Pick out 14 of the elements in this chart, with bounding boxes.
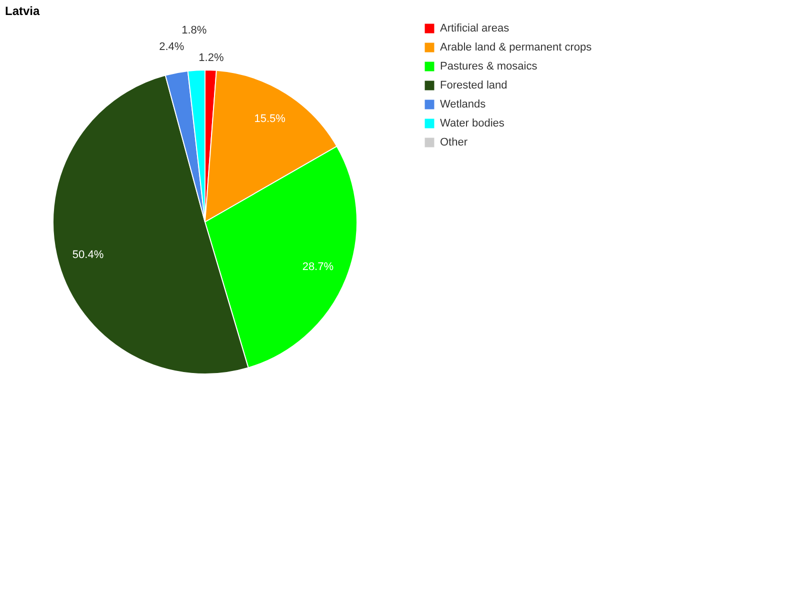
legend-label: Wetlands [440,98,486,110]
legend-label: Pastures & mosaics [440,60,538,72]
legend-label: Forested land [440,80,508,92]
legend-label: Water bodies [440,118,505,130]
legend-label: Arable land & permanent crops [440,42,592,54]
data-label: 1.8% [182,24,207,36]
data-label: 15.5% [254,113,286,126]
legend-label: Artificial areas [440,22,510,34]
data-label: 50.4% [72,249,104,262]
data-label: 2.4% [159,41,184,54]
data-label: 1.2% [198,52,224,64]
chart-title: Latvia [5,4,40,18]
legend-label: Other [440,136,468,148]
data-label: 28.7% [302,261,334,274]
